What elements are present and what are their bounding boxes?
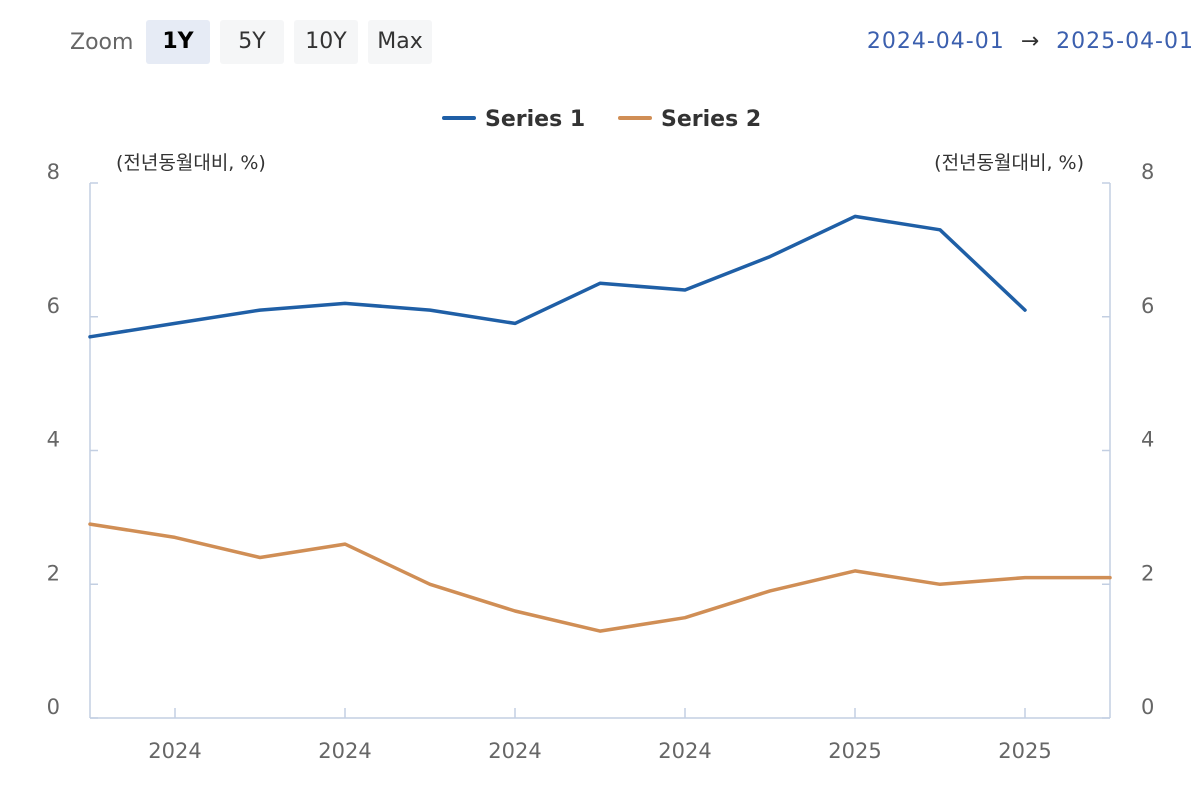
x-tick-label: 2024 <box>318 739 371 763</box>
series-2-line <box>88 522 1112 633</box>
range-end-date[interactable]: 2025-04-01 <box>1056 29 1194 54</box>
y-right-tick-label: 6 <box>1141 294 1154 318</box>
range-start-date[interactable]: 2024-04-01 <box>866 29 1005 54</box>
y-right-tick-label: 0 <box>1141 695 1154 719</box>
zoom-button-10y[interactable]: 10Y <box>294 20 358 64</box>
x-tick-label: 2024 <box>658 739 711 763</box>
series-1-line <box>88 214 1027 339</box>
y-left-unit-label: (전년동월대비, %) <box>116 152 266 174</box>
toolbar: Zoom 1Y 5Y 10Y Max 2024-04-01 → 2025-04-01 <box>0 0 1200 80</box>
x-tick-label: 2025 <box>998 739 1051 763</box>
y-left-tick-label: 6 <box>47 294 60 318</box>
x-tick-label: 2024 <box>488 739 541 763</box>
legend-label-series-2: Series 2 <box>661 107 761 132</box>
series-layer <box>88 214 1112 633</box>
x-tick-label: 2024 <box>148 739 201 763</box>
y-left-tick-label: 4 <box>47 428 60 452</box>
x-tick-label: 2025 <box>828 739 881 763</box>
zoom-button-max[interactable]: Max <box>368 20 432 64</box>
axes: 0 2 4 6 8 0 2 4 6 8 (전년동월대비, %) (전년동월대비, %) 2024 2024… <box>47 152 1155 763</box>
legend-label-series-1: Series 1 <box>485 107 585 132</box>
y-right-unit-label: (전년동월대비, %) <box>934 152 1084 174</box>
y-right-tick-label: 2 <box>1141 561 1154 585</box>
date-range: 2024-04-01 → 2025-04-01 <box>867 29 1194 55</box>
range-arrow-icon: → <box>1020 29 1041 54</box>
y-right-tick-label: 8 <box>1141 160 1154 184</box>
y-right-tick-label: 4 <box>1141 428 1154 452</box>
zoom-label: Zoom <box>70 30 134 55</box>
y-left-tick-label: 8 <box>47 160 60 184</box>
zoom-button-5y[interactable]: 5Y <box>220 20 284 64</box>
zoom-button-1y[interactable]: 1Y <box>146 20 210 64</box>
y-left-tick-label: 0 <box>47 695 60 719</box>
y-left-tick-label: 2 <box>47 561 60 585</box>
legend[interactable]: Series 1 Series 2 <box>442 107 761 132</box>
